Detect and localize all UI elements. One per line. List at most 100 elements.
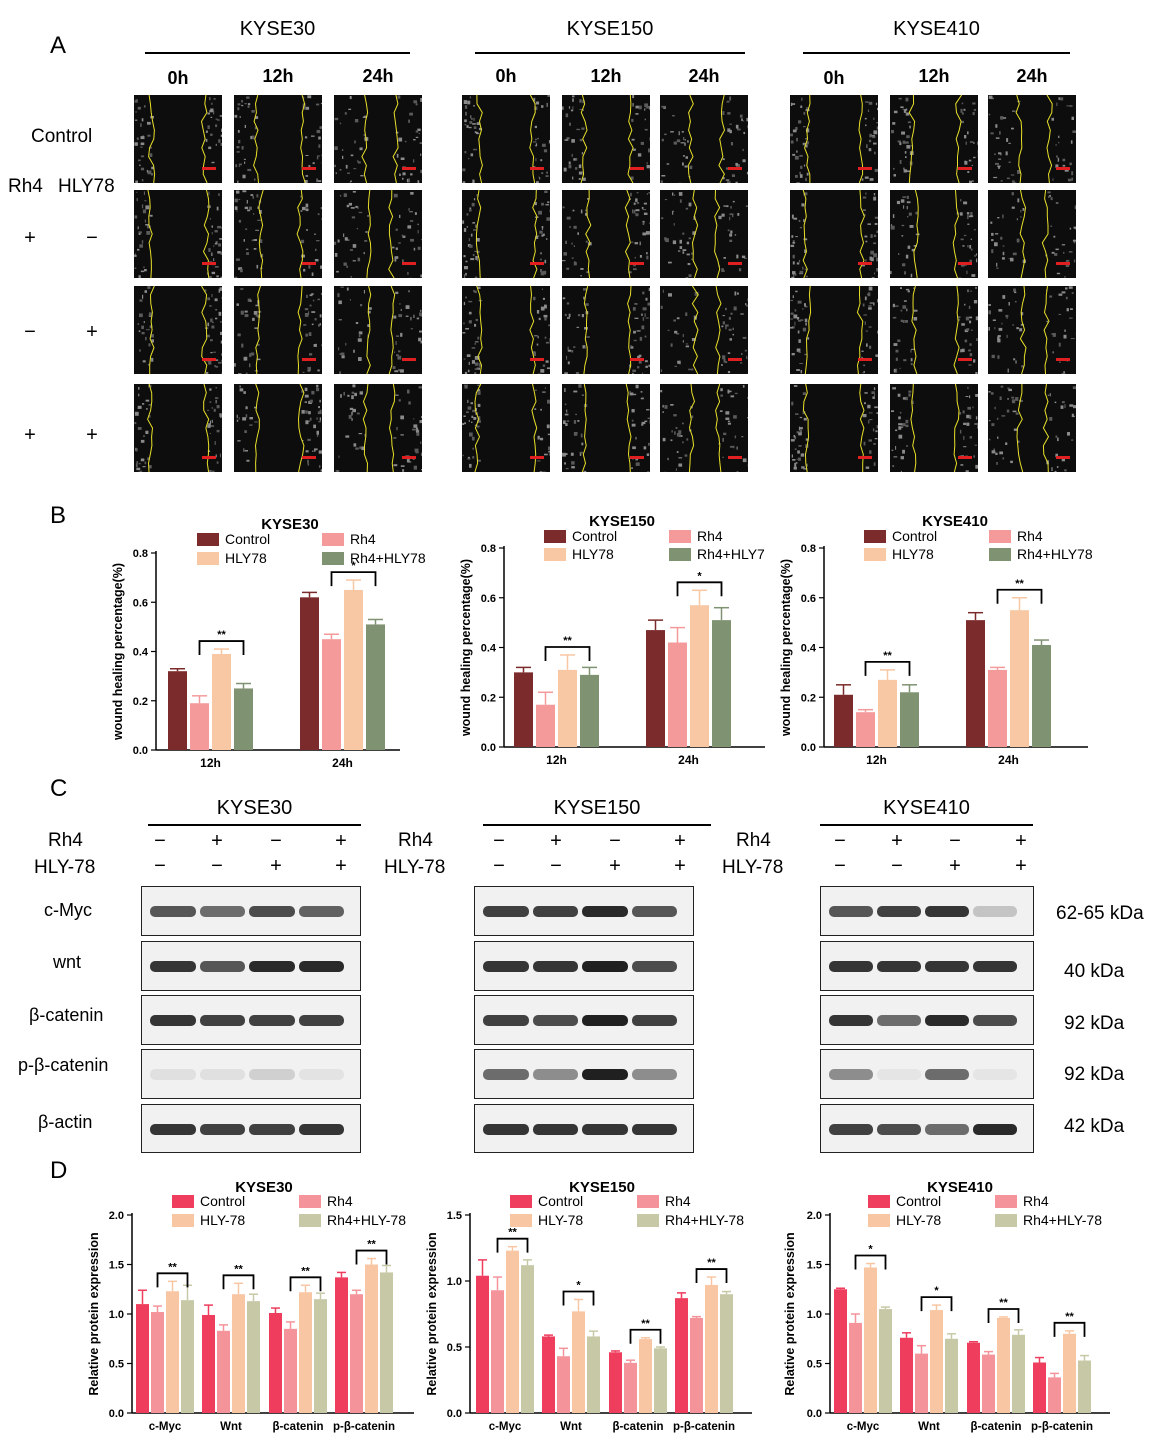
y-tick-label: 0.6 [801, 593, 816, 605]
rh4-column-label: Rh4 [8, 176, 43, 197]
bar [712, 620, 731, 747]
y-tick-label: 0.2 [481, 692, 496, 704]
blot-band [483, 906, 529, 917]
blot-band [298, 961, 344, 972]
blot-band [877, 961, 921, 972]
significance-bracket [544, 646, 591, 661]
legend-label: Control [892, 528, 937, 544]
wb-rh4-sign: − [493, 830, 505, 852]
kda-label: 92 kDa [1064, 1013, 1125, 1034]
bar [572, 1311, 585, 1413]
bar [915, 1353, 928, 1413]
wb-rh4-sign: + [1015, 830, 1027, 852]
wound-image [890, 384, 978, 472]
treatment-sign: + [86, 424, 98, 446]
significance-bracket [864, 660, 911, 676]
wb-rh4-sign: + [211, 830, 223, 852]
bar [624, 1362, 637, 1413]
bar [900, 1337, 913, 1413]
blot-strip [820, 941, 1034, 991]
wb-rh4-sign: + [891, 830, 903, 852]
wound-image [134, 95, 222, 183]
blot-band [973, 1069, 1017, 1080]
y-tick-label: 2.0 [109, 1210, 124, 1222]
treatment-sign: − [24, 321, 36, 343]
legend-label: Rh4+HLY-78 [665, 1212, 744, 1228]
blot-strip [141, 1104, 361, 1153]
significance-bracket [355, 1249, 388, 1265]
control-row-label: Control [31, 126, 93, 147]
blot-band [973, 1015, 1017, 1026]
y-tick-label: 0.5 [447, 1342, 462, 1354]
blot-band [249, 961, 295, 972]
protein-label: β-actin [38, 1112, 93, 1132]
blot-band [532, 1015, 578, 1026]
panel-c-header-line [483, 824, 711, 826]
treatment-sign: − [86, 227, 98, 249]
y-tick-label: 0.2 [133, 696, 148, 708]
legend-swatch [172, 1214, 194, 1227]
bar [966, 620, 985, 747]
wb-hly78-sign: − [154, 855, 166, 877]
legend-swatch [669, 530, 691, 543]
significance-marker: ** [301, 1265, 310, 1277]
blot-band [532, 1123, 578, 1135]
bar [864, 1267, 877, 1413]
legend-label: HLY-78 [538, 1212, 583, 1228]
blot-band [877, 1123, 921, 1135]
significance-marker: * [351, 560, 356, 572]
bar [284, 1328, 297, 1413]
bar [190, 703, 209, 750]
bar [365, 1264, 378, 1413]
wound-image [134, 384, 222, 472]
legend-label: Rh4 [1023, 1193, 1049, 1209]
bar [1010, 610, 1029, 747]
bar [997, 1317, 1010, 1413]
bar [580, 674, 599, 747]
wb-rh4-sign: − [270, 830, 282, 852]
chart-d-kyse150: Relative protein expression 0.0 0.5 1.0 1.5 K… [425, 1179, 752, 1433]
blot-band [199, 1015, 245, 1026]
y-axis-label: wound healing percentage(%) [111, 563, 125, 741]
timepoint-label: 0h [495, 66, 517, 86]
legend-swatch [172, 1195, 194, 1208]
y-tick-label: 0.4 [801, 643, 817, 655]
chart-title: KYSE410 [922, 513, 988, 530]
timepoint-label: 12h [918, 66, 950, 86]
x-tick-label: 24h [998, 753, 1019, 767]
legend-label: Rh4+HLY7 [697, 546, 765, 562]
treatment-sign: + [24, 227, 36, 249]
legend-swatch [864, 548, 886, 561]
wound-image [334, 286, 422, 374]
wound-image [988, 190, 1076, 278]
wb-hly78-label: HLY-78 [722, 857, 784, 878]
y-axis-label: Relative protein expression [87, 1232, 101, 1395]
legend-swatch [989, 548, 1011, 561]
blot-strip [141, 886, 361, 936]
y-tick-label: 0.8 [481, 543, 496, 555]
significance-bracket [289, 1276, 322, 1292]
treatment-sign: + [86, 321, 98, 343]
legend-label: HLY-78 [200, 1212, 245, 1228]
bar [151, 1312, 164, 1413]
blot-band [925, 1015, 969, 1026]
wound-image [334, 190, 422, 278]
wb-hly78-sign: + [609, 855, 621, 877]
protein-label: p-β-catenin [18, 1055, 109, 1075]
significance-marker: ** [1015, 578, 1024, 590]
blot-band [973, 961, 1017, 972]
bar [982, 1354, 995, 1413]
blot-band [150, 906, 196, 917]
chart-b-kyse150: wound healing percentage(%) 0.0 0.2 0.4 0.6 0… [459, 513, 765, 767]
kda-label: 42 kDa [1064, 1116, 1125, 1137]
protein-label: wnt [53, 952, 82, 972]
significance-marker: * [934, 1285, 939, 1297]
x-tick-label: Wnt [560, 1421, 582, 1433]
kda-label: 40 kDa [1064, 961, 1125, 982]
legend-label: HLY78 [572, 546, 614, 562]
wound-image [660, 286, 748, 374]
wb-hly78-sign: − [891, 855, 903, 877]
bar [557, 1356, 570, 1413]
panel-letter-b: B [50, 502, 67, 529]
y-tick-label: 0.4 [481, 643, 497, 655]
